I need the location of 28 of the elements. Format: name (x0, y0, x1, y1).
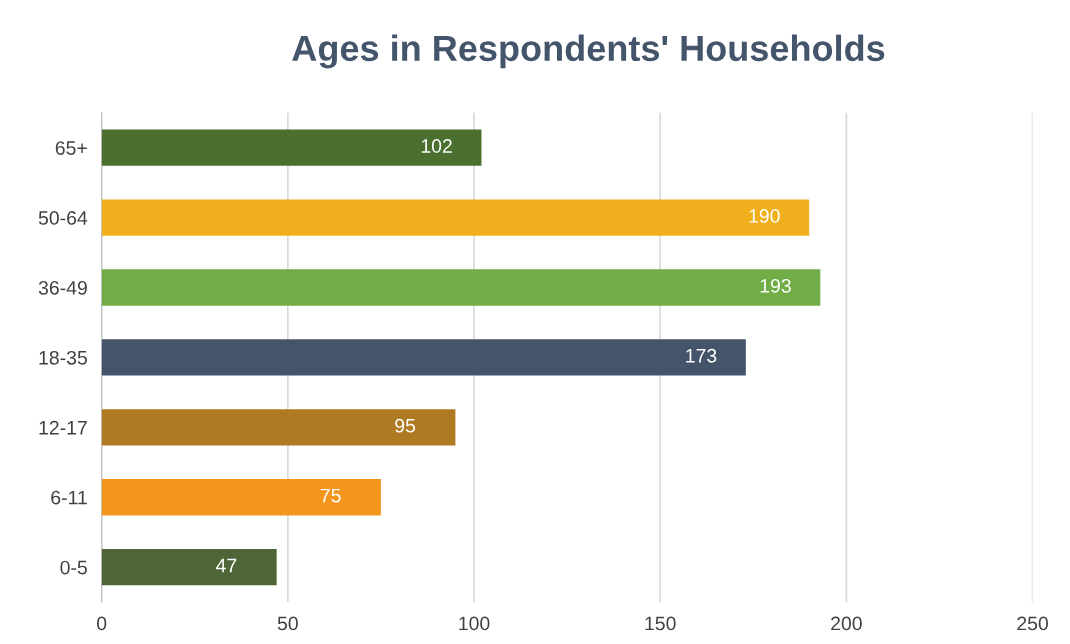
data-label: 102 (421, 139, 452, 153)
data-label: 190 (749, 209, 780, 223)
bar (101, 129, 482, 166)
y-tick-label: 36-49 (38, 280, 87, 295)
y-tick-label: 50-64 (38, 211, 88, 225)
bar (101, 409, 456, 446)
bar (101, 549, 277, 586)
x-tick-label: 50 (277, 616, 298, 631)
bar (101, 199, 810, 236)
y-tick-label: 18-35 (39, 350, 87, 365)
x-tick-label: 100 (459, 616, 490, 631)
bar (101, 479, 381, 516)
y-tick-label: 12-17 (39, 420, 87, 435)
x-tick-label: 0 (97, 616, 107, 631)
bar (101, 339, 746, 376)
chart-title: Ages in Respondents' Households (292, 34, 885, 69)
y-tick-label: 6-11 (51, 490, 87, 505)
bar (101, 269, 821, 306)
data-label: 173 (686, 348, 717, 363)
x-tick-label: 150 (645, 616, 676, 631)
y-tick-label: 0-5 (60, 560, 87, 575)
data-label: 193 (760, 278, 791, 293)
x-tick-label: 200 (831, 616, 862, 631)
y-tick-label: 65+ (55, 141, 87, 155)
data-label: 47 (215, 558, 237, 573)
data-label: 75 (320, 488, 341, 503)
x-tick-label: 250 (1017, 616, 1049, 631)
data-label: 95 (395, 418, 416, 433)
